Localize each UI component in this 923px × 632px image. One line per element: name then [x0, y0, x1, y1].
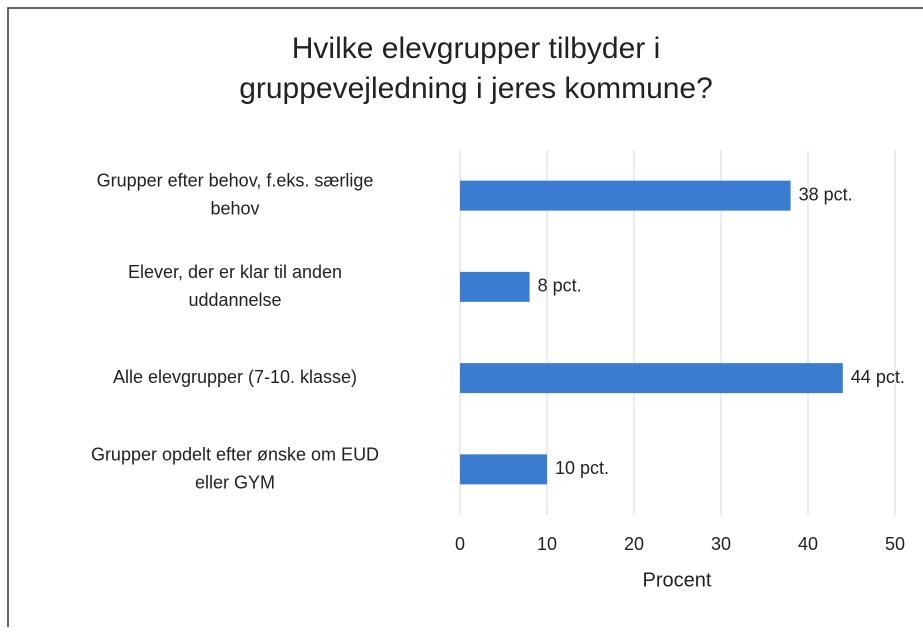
x-tick-label: 50 — [885, 534, 905, 554]
data-label: 10 pct. — [555, 458, 609, 478]
x-tick-label: 10 — [537, 534, 557, 554]
bar — [460, 180, 791, 211]
data-label: 8 pct. — [538, 276, 582, 296]
chart-frame — [7, 7, 923, 632]
x-axis-label: Procent — [643, 569, 712, 591]
y-tick-label: Grupper efter behov, f.eks. særlige behov — [97, 170, 374, 218]
x-tick-label: 0 — [455, 534, 465, 554]
data-label: 44 pct. — [851, 367, 905, 387]
bar — [460, 271, 530, 302]
bar — [460, 454, 547, 485]
x-tick-label: 20 — [624, 534, 644, 554]
y-tick-label: Alle elevgrupper (7-10. klasse) — [113, 367, 357, 387]
x-tick-label: 30 — [711, 534, 731, 554]
y-tick-label: Elever, der er klar til anden uddannelse — [128, 262, 342, 310]
bar — [460, 363, 843, 394]
y-tick-label: Grupper opdelt efter ønske om EUD eller G… — [91, 444, 379, 492]
data-label: 38 pct. — [799, 184, 853, 204]
x-tick-label: 40 — [798, 534, 818, 554]
chart-title: Hvilke elevgrupper tilbyder i gruppevejle… — [239, 32, 713, 105]
